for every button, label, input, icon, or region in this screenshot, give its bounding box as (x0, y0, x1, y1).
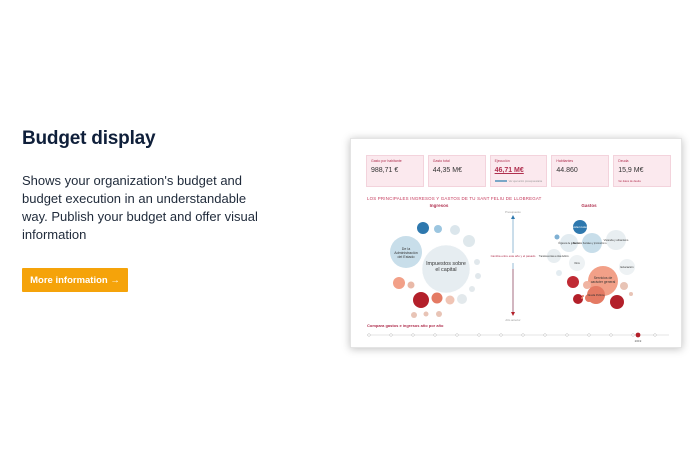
more-information-button[interactable]: More information → (22, 268, 128, 292)
kpi-card: Deuda 15,9 M€ Ver datos de deuda (613, 155, 671, 187)
bubble-label: Servicios de carácter general (591, 276, 616, 284)
timeline-year-dot[interactable] (521, 333, 525, 337)
expense-bubble[interactable] (629, 292, 633, 296)
timeline-year-dot[interactable] (543, 333, 547, 337)
kpi-card: Habitantes 44.860 (551, 155, 610, 187)
income-bubble[interactable] (423, 311, 429, 317)
center-toggle[interactable] (493, 253, 533, 263)
timeline-year-dot[interactable] (499, 333, 503, 337)
timeline-active-label: 2019 (635, 339, 642, 343)
expense-bubble[interactable] (619, 259, 635, 275)
timeline-active-dot[interactable] (635, 332, 641, 338)
expense-bubble (581, 297, 583, 299)
kpi-label: Deuda (618, 159, 629, 163)
kpi-label: Habitantes (556, 159, 574, 163)
kpi-value: 988,71 € (371, 167, 399, 174)
timeline-year-dot[interactable] (389, 333, 393, 337)
expense-bubble[interactable] (573, 220, 587, 234)
kpi-label: Gasto total (432, 159, 450, 163)
income-bubble[interactable] (463, 235, 475, 247)
timeline-title: Compara gastos e ingresos año por año (367, 323, 444, 328)
axis-top-label: Presupuesto (505, 210, 521, 214)
income-bubble[interactable] (457, 294, 467, 304)
kpi-sub: Ver datos de deuda (618, 180, 641, 183)
kpi-row: Gasto por habitante 988,71 € Gasto total… (366, 155, 671, 187)
kpi-value: 44.860 (556, 167, 578, 174)
kpi-value: 44,35 M€ (432, 167, 462, 174)
expense-bubble (582, 295, 584, 297)
kpi-card: Gasto total 44,35 M€ (427, 155, 486, 187)
income-title: Ingresos (430, 203, 449, 208)
bubble-label: Otros (574, 262, 580, 265)
timeline-year-dot[interactable] (477, 333, 481, 337)
income-bubble[interactable] (474, 259, 480, 265)
expenses-title: Gastos (581, 203, 597, 208)
section-title: LOS PRINCIPALES INGRESOS Y GASTOS DE TU … (367, 196, 542, 201)
income-bubble[interactable] (436, 311, 442, 317)
income-bubble[interactable] (393, 277, 405, 289)
kpi-value: 46,71 M€ (494, 167, 524, 174)
income-bubble[interactable] (407, 281, 415, 289)
kpi-label: Gasto por habitante (371, 159, 402, 163)
expense-bubble[interactable] (583, 281, 591, 289)
income-bubble[interactable] (475, 273, 481, 279)
timeline-year-dot[interactable] (565, 333, 569, 337)
income-bubble-state[interactable] (390, 236, 422, 268)
kpi-card-execution[interactable]: Ejecución 46,71 M€ Ver ejecución presupu… (489, 155, 548, 187)
expense-bubble[interactable] (569, 255, 585, 271)
expense-bubble[interactable] (606, 230, 626, 250)
axis-bottom-label: Año anterior (505, 318, 520, 322)
income-bubble-main[interactable] (421, 244, 471, 294)
bubble-label: Educación (620, 265, 634, 269)
expense-bubble[interactable] (620, 282, 628, 290)
bubble-label: Vivienda y urbanismo (604, 238, 629, 242)
hero-title: Budget display (22, 128, 156, 149)
year-timeline: 2019 (367, 332, 669, 343)
arrow-up-icon (511, 215, 515, 219)
income-bubble[interactable] (417, 222, 429, 234)
income-bubble[interactable] (413, 292, 429, 308)
expense-bubble[interactable] (582, 233, 602, 253)
timeline-year-dot[interactable] (411, 333, 415, 337)
hero-description: Shows your organization's budget and bud… (22, 173, 258, 242)
expense-bubble[interactable] (556, 270, 562, 276)
bubble-label: Transferencias a otras Admin. (539, 255, 570, 258)
income-bubble[interactable] (450, 225, 460, 235)
income-bubble[interactable] (445, 295, 455, 305)
expense-bubble[interactable] (610, 295, 624, 309)
timeline-year-dot[interactable] (609, 333, 613, 337)
kpi-value: 15,9 M€ (618, 167, 644, 174)
expense-bubble[interactable] (573, 294, 583, 304)
expense-bubble[interactable] (547, 249, 561, 263)
expense-bubble[interactable] (560, 234, 578, 252)
expense-bubble-deuda[interactable] (587, 286, 605, 304)
timeline-year-dot[interactable] (433, 333, 437, 337)
kpi-label: Ejecución (494, 159, 510, 163)
budget-preview-screenshot: Gasto por habitante 988,71 € Gasto total… (350, 138, 682, 348)
arrow-down-icon (511, 312, 515, 316)
bubble-label: Impuestos sobre el capital (426, 261, 466, 273)
kpi-card: Gasto por habitante 988,71 € (366, 155, 424, 187)
income-bubble[interactable] (411, 312, 417, 318)
expense-bubble[interactable] (567, 276, 579, 288)
income-bubble[interactable] (434, 225, 442, 233)
income-bubble[interactable] (469, 286, 475, 292)
timeline-year-dot[interactable] (631, 333, 635, 337)
kpi-progress-bar (494, 180, 507, 182)
bubble-label: Órganos de gobierno (558, 242, 580, 245)
expense-bubble[interactable] (554, 234, 560, 240)
hero-text: Budget display Shows your organization's… (22, 128, 272, 244)
timeline-year-dot[interactable] (367, 333, 371, 337)
timeline-year-dot[interactable] (455, 333, 459, 337)
bubble-label: Deuda Pública (588, 293, 605, 297)
income-bubble[interactable] (431, 292, 443, 304)
bubble-chart: Ingresos Gastos De la Administración del E… (390, 203, 635, 322)
bubble-label: Servicios Sociales y promoción social (573, 242, 612, 245)
timeline-year-dot[interactable] (653, 333, 657, 337)
bubble-label: De la Administración del Estado (394, 247, 418, 259)
kpi-sub: Ver ejecución presupuestaria (508, 180, 543, 183)
center-toggle-label: Cambia entre este año y el pasado (491, 254, 536, 258)
bubble-label: Seguridad ciudadana (569, 226, 592, 229)
timeline-year-dot[interactable] (587, 333, 591, 337)
